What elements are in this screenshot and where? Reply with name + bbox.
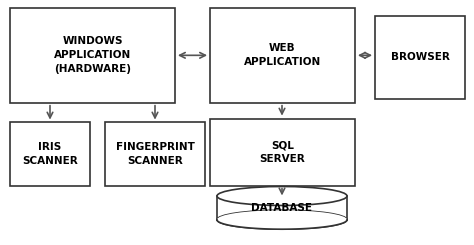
Text: WINDOWS
APPLICATION
(HARDWARE): WINDOWS APPLICATION (HARDWARE) bbox=[54, 36, 131, 74]
Bar bbox=[10, 122, 90, 186]
Ellipse shape bbox=[217, 210, 347, 229]
Ellipse shape bbox=[217, 186, 347, 206]
Text: WEB
APPLICATION: WEB APPLICATION bbox=[244, 43, 321, 67]
Text: SQL
SERVER: SQL SERVER bbox=[260, 140, 305, 164]
Bar bbox=[210, 8, 355, 103]
Text: IRIS
SCANNER: IRIS SCANNER bbox=[22, 142, 78, 166]
Text: FINGERPRINT
SCANNER: FINGERPRINT SCANNER bbox=[116, 142, 194, 166]
Ellipse shape bbox=[217, 210, 347, 229]
Bar bbox=[217, 196, 347, 220]
Text: DATABASE: DATABASE bbox=[252, 203, 312, 213]
Bar bbox=[210, 119, 355, 186]
Text: BROWSER: BROWSER bbox=[391, 52, 449, 62]
Bar bbox=[10, 8, 175, 103]
Bar bbox=[375, 16, 465, 99]
Bar bbox=[105, 122, 205, 186]
